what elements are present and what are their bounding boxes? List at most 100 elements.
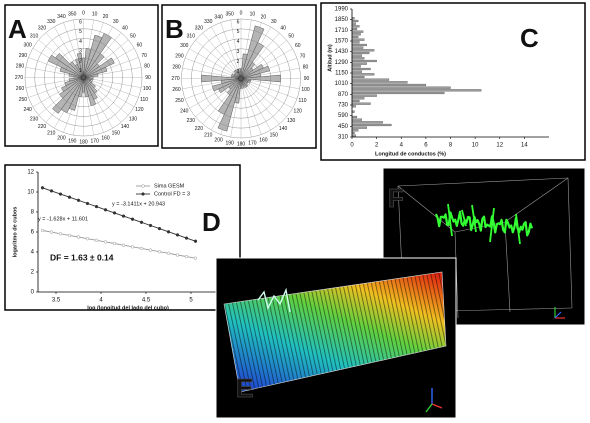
bar xyxy=(351,62,367,65)
point xyxy=(112,211,117,215)
bar xyxy=(351,86,451,89)
bar xyxy=(351,67,371,71)
point xyxy=(148,223,153,228)
ring xyxy=(73,67,94,88)
ring xyxy=(63,57,104,98)
y-tick-label: 12 xyxy=(27,170,34,176)
point xyxy=(130,217,135,221)
angle-label: 90 xyxy=(145,75,151,81)
angle-label: 210 xyxy=(204,133,213,139)
y-tick-label: 450 xyxy=(338,124,349,130)
point xyxy=(121,243,126,247)
y-tick-label: 0 xyxy=(31,290,35,296)
bar xyxy=(351,123,392,127)
cave-branch xyxy=(471,204,477,233)
ring-label: 4 xyxy=(237,39,240,45)
x-tick-label: 4 xyxy=(400,143,404,149)
annotation: y = -3.1411x + 20.943 xyxy=(112,201,165,207)
point xyxy=(67,233,72,238)
angle-label: 240 xyxy=(23,107,32,113)
x-tick-label: 0 xyxy=(350,143,354,149)
petal xyxy=(217,78,242,132)
petal xyxy=(52,77,84,114)
angle-label: 320 xyxy=(195,26,204,32)
y-tick-label: 1710 xyxy=(335,28,349,34)
x-tick-label: 8 xyxy=(449,143,453,149)
panel-label: C xyxy=(520,23,539,53)
annotation: DF = 1.63 ± 0.14 xyxy=(50,252,114,262)
ring-label: 1 xyxy=(237,69,240,75)
panel-label: B xyxy=(165,14,184,44)
bar xyxy=(351,59,377,63)
cave-branch xyxy=(515,213,521,245)
angle-label: 340 xyxy=(57,14,66,20)
bar xyxy=(351,81,408,84)
x-tick-label: 5 xyxy=(189,298,193,304)
angle-label: 90 xyxy=(304,76,310,82)
point xyxy=(112,241,117,246)
bar xyxy=(351,78,390,81)
cave-network xyxy=(257,287,291,313)
point xyxy=(184,254,189,259)
petal xyxy=(240,25,265,79)
point xyxy=(166,230,171,234)
angle-label: 320 xyxy=(38,25,47,31)
bar xyxy=(351,105,356,108)
angle-label: 160 xyxy=(259,137,268,143)
y-tick-label: 1570 xyxy=(335,39,349,45)
legend-marker xyxy=(141,184,145,188)
bar xyxy=(351,19,359,23)
y-tick-label: 730 xyxy=(338,103,349,109)
angle-label: 180 xyxy=(79,139,88,145)
angle-label: 220 xyxy=(195,126,204,132)
ring-label: 6 xyxy=(79,19,82,25)
angle-label: 270 xyxy=(171,76,180,82)
angle-label: 150 xyxy=(112,131,121,137)
point xyxy=(40,186,45,190)
bar xyxy=(351,35,359,39)
angle-label: 100 xyxy=(301,87,310,93)
x-tick-label: 10 xyxy=(472,143,479,149)
point xyxy=(58,192,63,196)
angle-label: 290 xyxy=(19,53,28,59)
angle-label: 350 xyxy=(225,11,234,17)
y-tick-label: 1990 xyxy=(335,7,349,13)
ring xyxy=(191,28,291,129)
angle-label: 60 xyxy=(137,43,143,49)
bar xyxy=(351,33,361,36)
angle-label: 300 xyxy=(23,43,32,49)
bar xyxy=(351,89,482,92)
angle-label: 170 xyxy=(248,140,257,146)
wireframe-edge xyxy=(397,185,456,233)
ring xyxy=(211,48,271,109)
annotation: y = -1.628x + 11.601 xyxy=(38,216,88,222)
bar xyxy=(351,129,359,132)
angle-label: 330 xyxy=(204,19,213,25)
angle-label: 30 xyxy=(113,19,119,25)
ring xyxy=(44,38,123,117)
angle-label: 310 xyxy=(30,33,39,39)
cave-branch xyxy=(447,203,453,237)
angle-label: 10 xyxy=(92,11,98,17)
angle-label: 70 xyxy=(300,53,306,59)
angle-label: 260 xyxy=(16,86,25,92)
point xyxy=(49,189,54,193)
angle-label: 330 xyxy=(47,19,56,25)
y-tick-label: 1150 xyxy=(335,71,349,77)
bar xyxy=(351,75,365,79)
bar xyxy=(351,121,383,124)
angle-label: 50 xyxy=(130,33,136,39)
x-axis-label: log (longitud del lado del cubo) xyxy=(87,305,169,311)
bar xyxy=(351,41,360,44)
point xyxy=(157,226,162,231)
angle-label: 10 xyxy=(250,11,256,17)
point xyxy=(175,253,180,257)
bar xyxy=(351,57,365,60)
ring xyxy=(220,58,262,99)
angle-label: 40 xyxy=(122,25,128,31)
angle-label: 120 xyxy=(294,109,303,115)
x-tick-label: 4 xyxy=(99,298,103,304)
point xyxy=(85,201,90,206)
point xyxy=(193,256,198,260)
angle-label: 70 xyxy=(141,53,147,59)
